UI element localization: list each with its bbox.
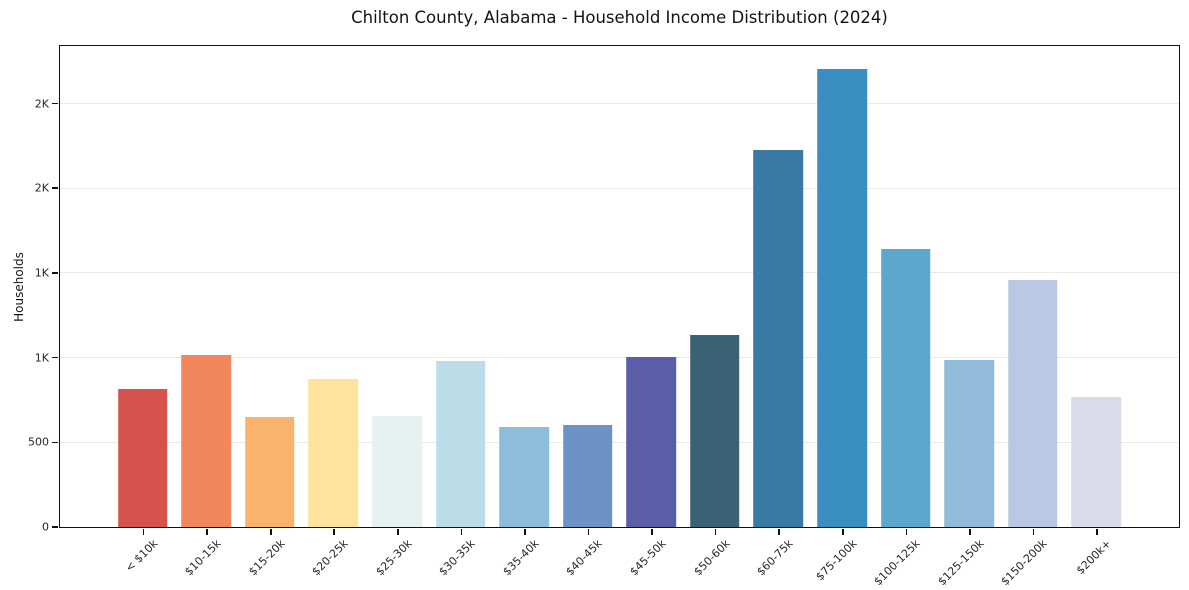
x-tick-mark-100-125k [905,529,908,535]
x-tick-mark-15-20k [269,529,272,535]
gridline-2500 [60,103,1179,105]
bar-20-25k [308,378,359,527]
y-tick-mark-500 [52,441,58,444]
bar-100-125k [880,249,931,527]
x-tick-label-20-25k: $20-25k [309,537,351,579]
bar-slot-25-30k: $25-30k [365,46,429,578]
bar-25-30k [372,416,422,527]
x-tick-mark-25-30k [397,529,399,535]
bar-200k+ [1071,396,1122,527]
gridline-2000 [60,187,1179,189]
bar-15-20k [245,417,295,527]
y-tick-mark-1000 [52,356,58,359]
y-tick-label-2500: 2K [34,97,49,111]
x-tick-label-15-20k: $15-20k [245,537,288,579]
gridline-1000 [60,357,1179,359]
bar-slot-10-15k: $10-15k [175,46,239,578]
x-tick-mark-125-150k [969,529,971,535]
x-tick-label-75-100k: $75-100k [812,537,860,584]
gridline-1500 [60,272,1179,274]
x-tick-label-35-40k: $35-40k [500,537,542,579]
bar-slot-15-20k: $15-20k [238,46,302,578]
x-tick-mark-75-100k [841,529,844,535]
x-tick-mark-50-60k [714,529,717,535]
bar-10-15k [181,354,232,527]
x-tick-label-10k: < $10k [122,537,160,575]
bar-slot-125-150k: $125-150k [935,46,1001,588]
x-tick-label-125-150k: $125-150k [935,537,987,589]
bar-40-45k [562,425,613,527]
x-tick-mark-40-45k [587,529,590,535]
x-tick-label-150-200k: $150-200k [998,537,1050,589]
bar-35-40k [499,427,549,527]
y-tick-label-0: 0 [42,520,49,534]
x-tick-label-50-60k: $50-60k [690,537,733,579]
x-tick-mark-200k+ [1096,529,1098,535]
bar-60-75k [753,150,804,527]
bar-slot-100-125k: $100-125k [872,46,938,588]
bar-slot-35-40k: $35-40k [492,46,556,578]
x-tick-label-10-15k: $10-15k [182,537,224,579]
bar-10k [117,389,168,527]
bar-slot-50-60k: $50-60k [683,46,747,578]
x-tick-label-25-30k: $25-30k [372,537,415,579]
bar-slot-200k+: $200k+ [1064,46,1128,577]
x-tick-label-45-50k: $45-50k [627,537,669,579]
x-tick-mark-150-200k [1032,529,1035,535]
y-tick-label-2000: 2K [34,181,49,195]
x-tick-mark-20-25k [333,529,336,535]
x-tick-mark-10-15k [206,529,208,535]
y-tick-label-1000: 1K [34,351,49,365]
y-axis-label: Households [12,252,26,322]
x-tick-label-100-125k: $100-125k [871,537,923,589]
bar-slot-45-50k: $45-50k [620,46,684,578]
bar-slot-60-75k: $60-75k [747,46,811,578]
y-tick-label-500: 500 [28,435,49,449]
x-tick-label-30-35k: $30-35k [436,537,478,579]
plot-area: 0 500 1K 1K 2K 2K < $10k $10-15k $15-20k $20-25k $… [28,45,1180,588]
bar-slot-75-100k: $75-100k [810,46,874,583]
bar-slot-150-200k: $150-200k [999,46,1065,588]
bar-150-200k [1007,279,1058,527]
x-tick-label-200k+: $200k+ [1073,537,1114,578]
bar-50-60k [690,334,740,527]
y-tick-mark-1500 [52,272,58,274]
x-tick-label-60-75k: $60-75k [754,537,796,579]
x-tick-mark-30-35k [460,529,463,535]
y-tick-label-1500: 1K [34,266,49,280]
bar-125-150k [944,359,994,527]
x-tick-mark-45-50k [651,529,653,535]
y-tick-mark-2500 [52,102,58,105]
y-tick-mark-0 [52,526,58,528]
bars-container: < $10k $10-15k $15-20k $20-25k $25-30k $30-35… [60,46,1179,588]
x-tick-mark-60-75k [778,529,780,535]
gridline-500 [60,441,1179,443]
bar-slot-40-45k: $40-45k [556,46,620,578]
x-tick-label-40-45k: $40-45k [563,537,605,579]
bar-75-100k [817,69,867,527]
bar-30-35k [435,360,486,527]
bar-slot-10k: < $10k [111,46,175,575]
x-tick-mark-35-40k [524,529,526,535]
chart-title: Chilton County, Alabama - Household Inco… [351,8,888,27]
x-tick-mark-10k [142,529,145,535]
bar-45-50k [626,357,677,527]
bar-slot-30-35k: $30-35k [429,46,493,578]
y-tick-mark-2000 [52,187,58,190]
bar-slot-20-25k: $20-25k [302,46,366,578]
